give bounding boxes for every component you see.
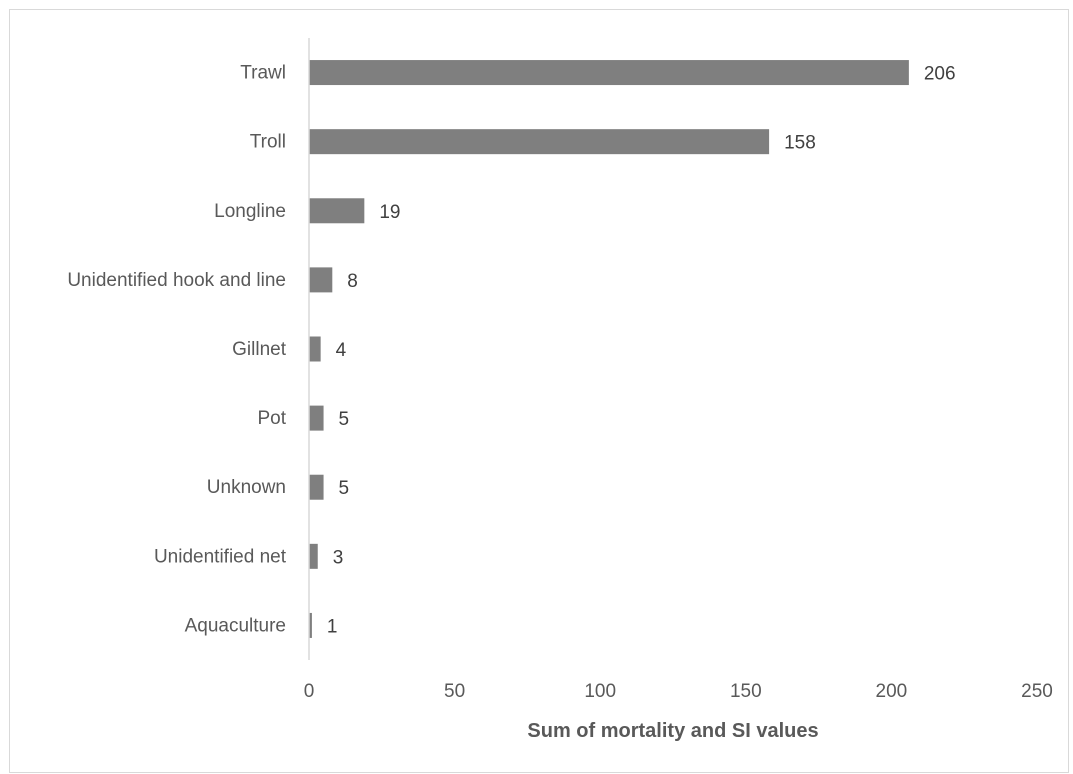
x-tick-label-100: 100	[584, 681, 616, 702]
x-tick-label-0: 0	[304, 681, 315, 702]
category-label-troll: Troll	[250, 132, 286, 153]
x-tick-label-200: 200	[876, 681, 908, 702]
bar-longline	[309, 198, 365, 224]
category-label-trawl: Trawl	[240, 63, 286, 84]
bar-unidentified-hook-and-line	[309, 267, 333, 293]
category-label-unknown: Unknown	[207, 477, 286, 498]
bar-troll	[309, 129, 770, 155]
bar-trawl	[309, 60, 909, 86]
bar-unidentified-net	[309, 543, 318, 569]
x-tick-label-50: 50	[444, 681, 465, 702]
x-axis-title: Sum of mortality and SI values	[527, 720, 818, 742]
x-tick-labels: 0 50 100 150 200 250	[304, 681, 1053, 702]
bar-pot	[309, 405, 324, 431]
data-label-trawl: 206	[924, 64, 956, 85]
data-label-unidentified-net: 3	[333, 547, 344, 568]
bar-unknown	[309, 474, 324, 500]
bars-layer	[309, 60, 909, 638]
data-label-longline: 19	[379, 202, 400, 223]
category-label-unidentified-net: Unidentified net	[154, 546, 287, 567]
x-tick-label-250: 250	[1021, 681, 1053, 702]
data-label-pot: 5	[339, 409, 350, 430]
category-label-gillnet: Gillnet	[232, 339, 287, 360]
bar-aquaculture	[309, 612, 312, 638]
category-label-longline: Longline	[214, 201, 286, 222]
data-label-unidentified-hook-and-line: 8	[347, 271, 358, 292]
category-labels: Trawl Troll Longline Unidentified hook and…	[67, 63, 286, 637]
x-tick-label-150: 150	[730, 681, 762, 702]
data-labels: 206 158 19 8 4 5 5 3 1	[327, 64, 956, 638]
category-label-pot: Pot	[257, 408, 286, 429]
data-label-gillnet: 4	[336, 340, 347, 361]
category-label-unidentified-hook-and-line: Unidentified hook and line	[67, 270, 286, 291]
data-label-troll: 158	[784, 133, 816, 154]
category-label-aquaculture: Aquaculture	[185, 615, 286, 636]
bar-gillnet	[309, 336, 321, 362]
data-label-aquaculture: 1	[327, 616, 338, 637]
data-label-unknown: 5	[339, 478, 350, 499]
